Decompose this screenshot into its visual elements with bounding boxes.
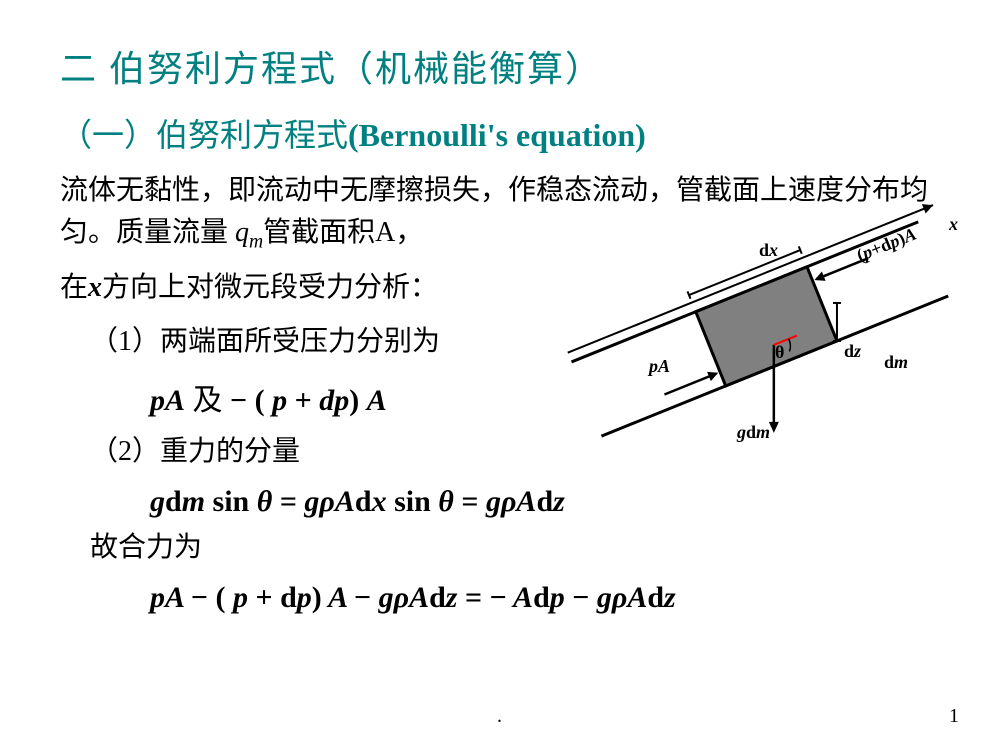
x-var: x [88,272,102,303]
svg-text:pA: pA [647,356,670,376]
footer-dot: . [497,705,502,728]
svg-text:θ: θ [775,342,784,362]
item-1: （1）两端面所受压力分别为 [90,321,620,363]
equation-3: pA − ( p + dp) A − gρAdz = − Adp − gρAdz [150,581,939,615]
equation-2: gdm sin θ = gρAdx sin θ = gρAdz [150,485,939,519]
svg-text:dm: dm [884,352,908,372]
subtitle: （一）伯努利方程式(Bernoulli's equation) [60,110,939,156]
subtitle-cn: （一）伯努利方程式 [60,117,348,153]
force-diagram: x dx pA (p+dp)A θ dz dm gdm [589,200,979,465]
paragraph-2: 在x方向上对微元段受力分析： [60,267,620,309]
main-title: 二 伯努利方程式（机械能衡算） [60,40,939,92]
paragraph-3: 故合力为 [90,527,939,569]
svg-text:dx: dx [759,240,778,260]
equation-1: pA 及 − ( p + dp) A [150,375,620,419]
subtitle-en: (Bernoulli's equation) [348,117,646,153]
svg-text:x: x [948,214,958,234]
item-2: （2）重力的分量 [90,431,620,473]
svg-text:gdm: gdm [736,422,770,442]
qm-var: qm [235,217,263,248]
svg-text:dz: dz [844,341,861,361]
svg-text:(p+dp)A: (p+dp)A [854,224,920,267]
para1-text-b: 管截面积A， [263,217,423,248]
page-number: 1 [949,705,959,728]
